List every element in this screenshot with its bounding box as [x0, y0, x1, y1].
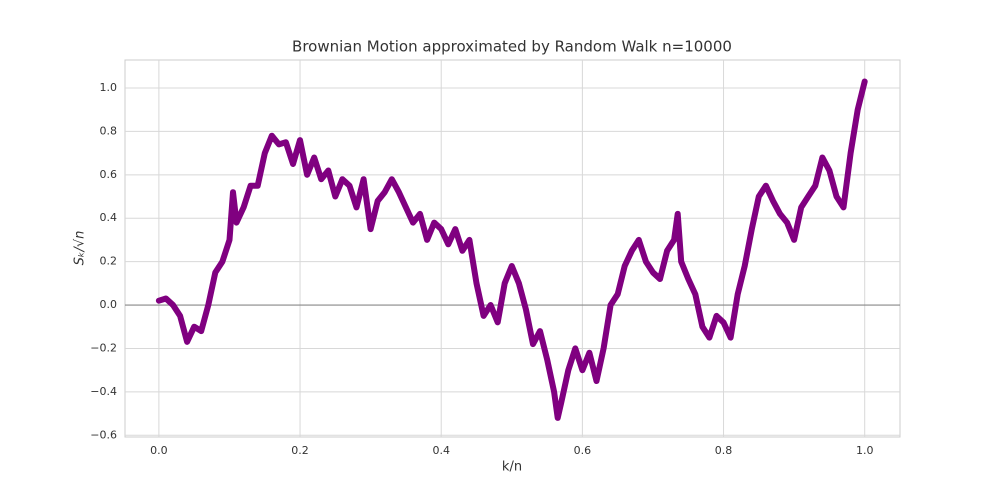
- chart-title: Brownian Motion approximated by Random W…: [292, 38, 732, 56]
- y-tick-label: 0.0: [100, 298, 118, 311]
- y-tick-label: 0.2: [100, 255, 118, 268]
- y-tick-label: 0.4: [100, 211, 118, 224]
- x-tick-label: 0.8: [715, 444, 733, 457]
- x-tick-label: 0.0: [150, 444, 168, 457]
- y-tick-label: 0.8: [100, 124, 118, 137]
- x-tick-label: 0.4: [432, 444, 450, 457]
- y-tick-label: −0.4: [90, 385, 117, 398]
- x-axis-label: k/n: [502, 460, 522, 475]
- series-line: [155, 78, 868, 421]
- x-tick-label: 0.6: [574, 444, 592, 457]
- y-tick-label: 0.6: [100, 168, 118, 181]
- x-tick-label: 0.2: [291, 444, 309, 457]
- y-axis-label: Sₖ/√n: [73, 231, 88, 266]
- y-tick-label: −0.2: [90, 341, 117, 354]
- x-tick-label: 1.0: [856, 444, 874, 457]
- plot-area: [124, 59, 901, 438]
- y-tick-label: 1.0: [100, 81, 118, 94]
- y-tick-label: −0.6: [90, 428, 117, 441]
